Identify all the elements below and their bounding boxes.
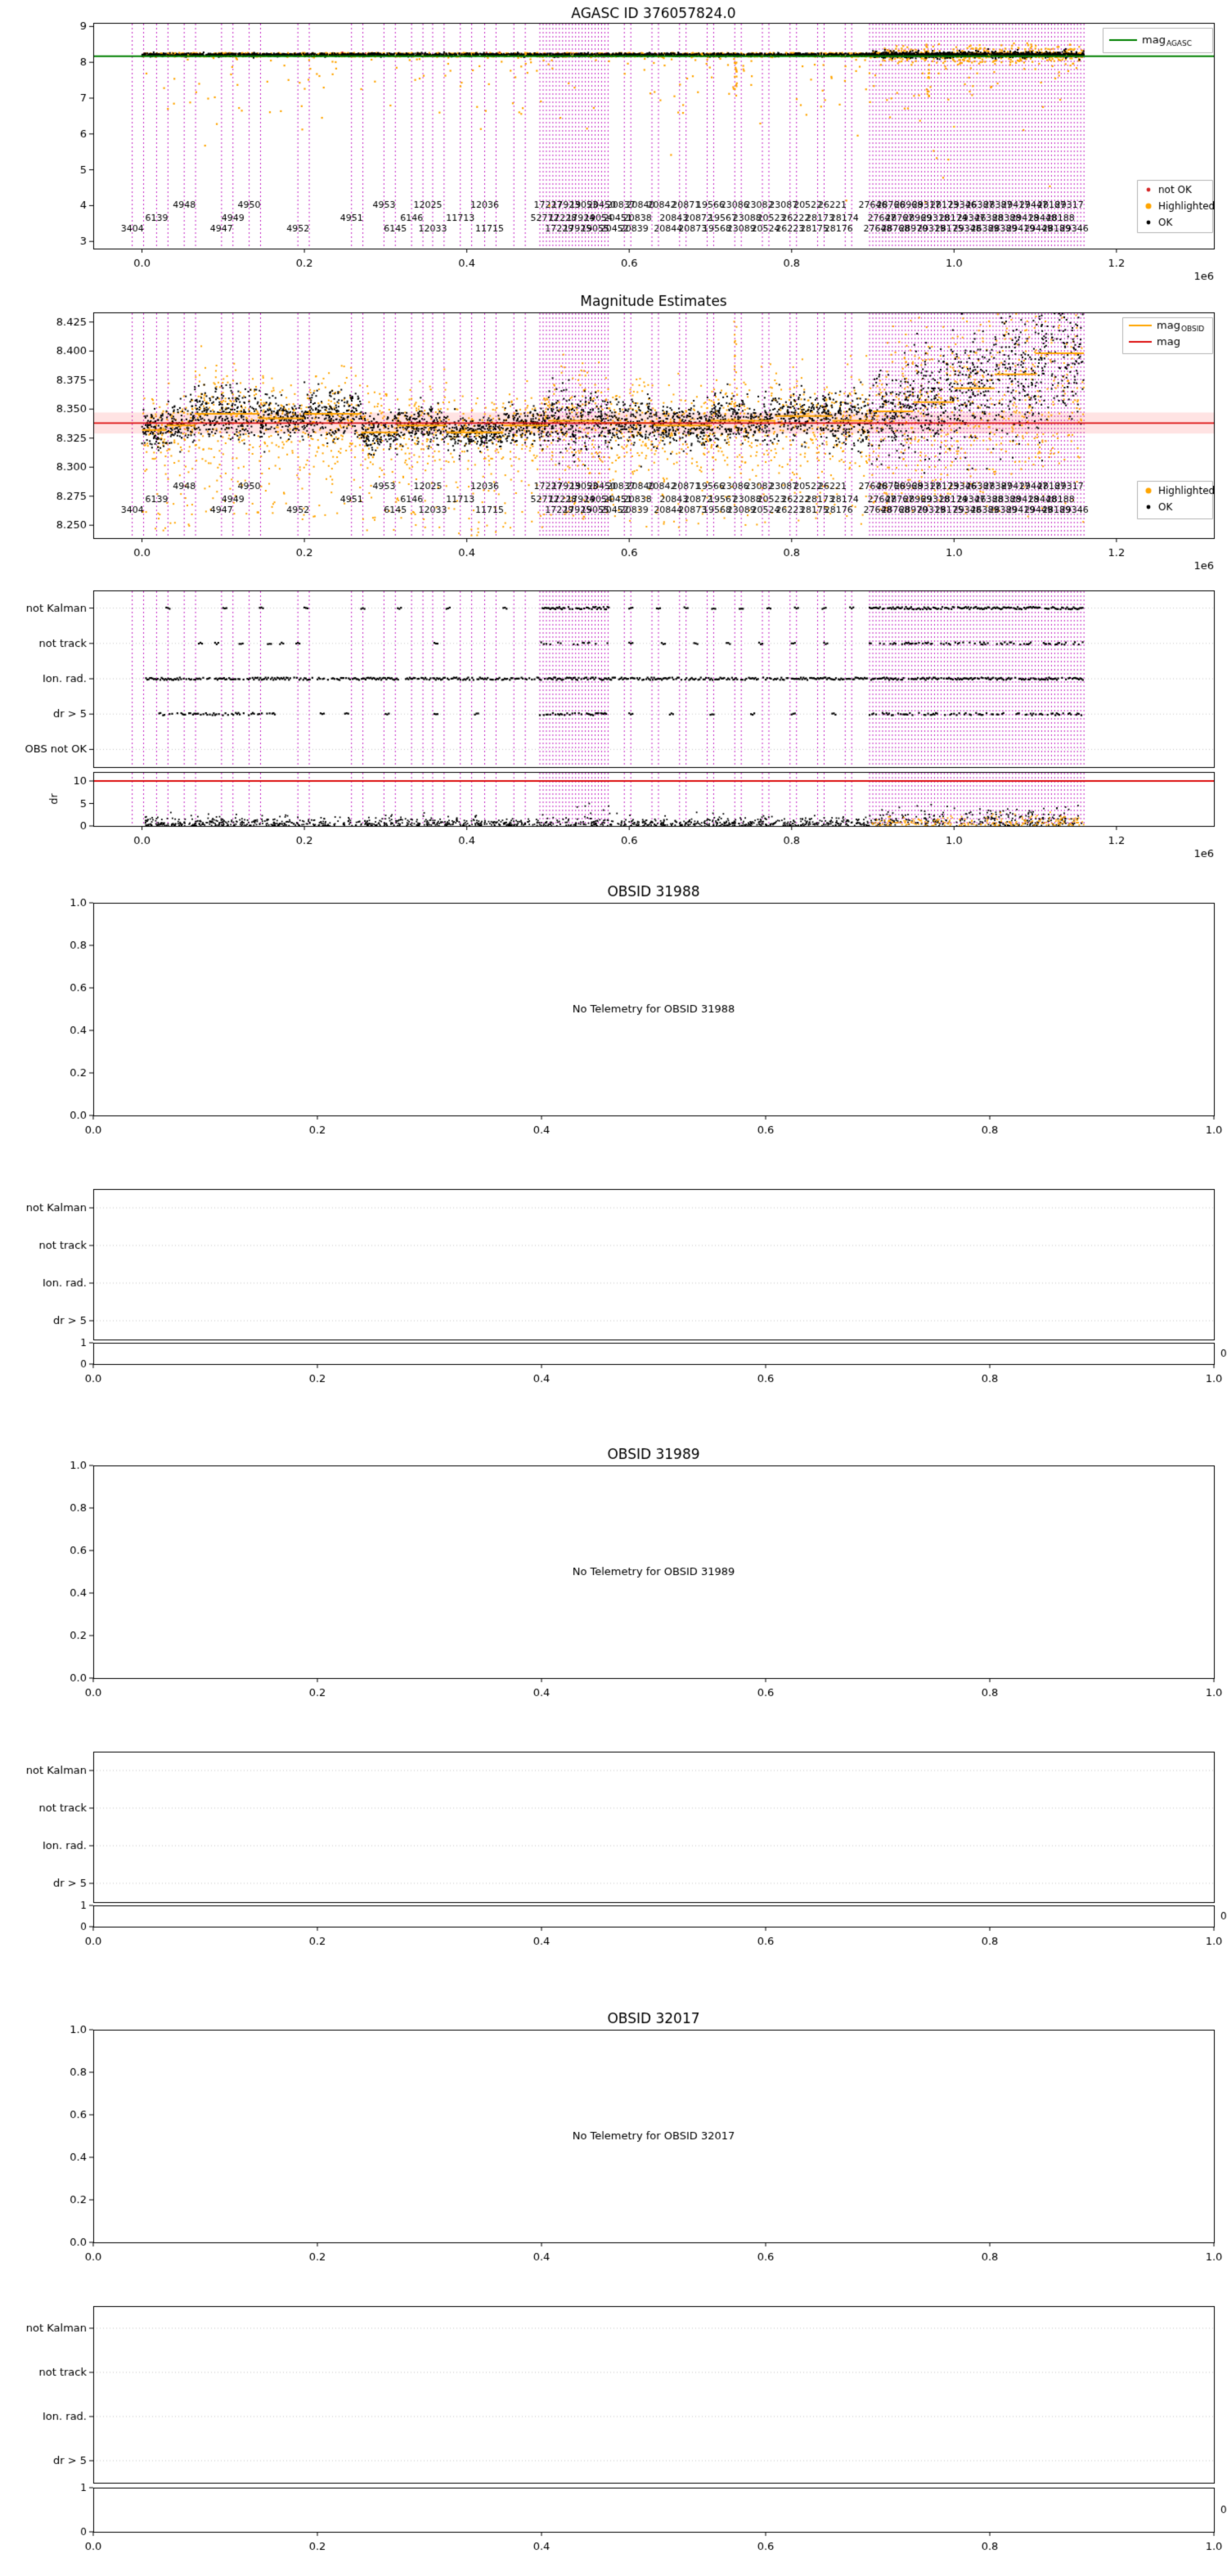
figure-root: AGASC ID 376057824.0 [0,0,1227,2576]
figure-canvas [0,0,1227,2576]
